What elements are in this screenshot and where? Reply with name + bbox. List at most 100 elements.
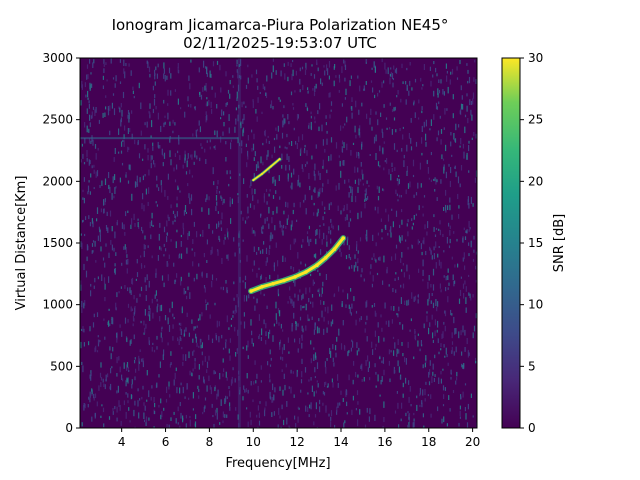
noise-speckle [418, 205, 420, 211]
chart-title-line2: 02/11/2025-19:53:07 UTC [183, 34, 377, 52]
noise-speckle [377, 374, 379, 382]
noise-speckle [459, 183, 461, 188]
noise-speckle [108, 416, 111, 420]
noise-speckle [413, 296, 415, 302]
noise-speckle [456, 371, 458, 377]
noise-speckle [337, 374, 339, 381]
noise-speckle [403, 160, 405, 167]
noise-speckle [341, 146, 343, 153]
noise-speckle [186, 295, 188, 300]
noise-speckle [255, 164, 258, 171]
noise-speckle [107, 106, 109, 111]
noise-speckle [203, 376, 205, 383]
noise-speckle [92, 240, 95, 243]
noise-speckle [170, 204, 172, 209]
noise-speckle [234, 326, 236, 332]
noise-speckle [304, 263, 307, 267]
noise-speckle [347, 293, 349, 300]
noise-speckle [174, 89, 176, 92]
colorbar-tick-label: 30 [528, 51, 543, 65]
noise-speckle [252, 399, 254, 403]
noise-speckle [279, 415, 281, 419]
noise-speckle [323, 392, 326, 396]
noise-speckle [432, 268, 435, 276]
noise-speckle [124, 244, 126, 250]
noise-speckle [297, 114, 299, 119]
noise-speckle [174, 122, 176, 126]
noise-speckle [413, 412, 415, 416]
noise-speckle [105, 106, 107, 110]
noise-speckle [208, 208, 210, 215]
noise-speckle [229, 338, 231, 343]
noise-speckle [453, 133, 455, 140]
noise-speckle [88, 180, 90, 183]
noise-speckle [445, 210, 447, 213]
noise-speckle [325, 366, 327, 374]
noise-speckle [422, 84, 424, 87]
noise-speckle [170, 417, 172, 421]
noise-speckle [202, 229, 204, 233]
noise-speckle [287, 76, 289, 82]
noise-speckle [448, 163, 450, 167]
noise-speckle [119, 324, 121, 328]
noise-speckle [102, 378, 104, 383]
noise-speckle [200, 338, 202, 343]
noise-speckle [177, 422, 179, 425]
noise-speckle [433, 226, 435, 232]
noise-speckle [221, 109, 223, 116]
noise-speckle [227, 231, 229, 238]
noise-speckle [239, 387, 241, 393]
noise-speckle [185, 414, 187, 419]
noise-speckle [463, 293, 465, 299]
noise-speckle [190, 154, 192, 158]
noise-speckle [120, 286, 122, 289]
noise-speckle [426, 311, 428, 314]
noise-speckle [106, 79, 108, 82]
noise-speckle [200, 344, 202, 349]
noise-speckle [413, 102, 415, 106]
x-tick-label: 20 [465, 435, 480, 449]
noise-speckle [146, 370, 148, 376]
noise-speckle [211, 246, 213, 254]
noise-speckle [435, 67, 437, 73]
noise-speckle [237, 414, 239, 420]
noise-speckle [382, 357, 384, 364]
noise-speckle [362, 173, 364, 180]
noise-speckle [314, 85, 316, 92]
noise-speckle [427, 281, 429, 289]
noise-speckle [236, 64, 238, 67]
noise-speckle [375, 153, 377, 160]
noise-speckle [289, 244, 292, 250]
noise-speckle [305, 303, 307, 311]
noise-speckle [338, 74, 340, 79]
noise-speckle [459, 110, 461, 115]
noise-speckle [127, 319, 129, 323]
noise-speckle [143, 250, 145, 258]
noise-speckle [292, 69, 294, 77]
noise-speckle [317, 212, 319, 216]
noise-speckle [308, 225, 310, 230]
noise-speckle [253, 246, 255, 252]
noise-speckle [277, 260, 279, 267]
noise-speckle [460, 330, 462, 336]
noise-speckle [239, 259, 241, 263]
noise-speckle [346, 238, 348, 246]
noise-speckle [390, 226, 392, 233]
noise-speckle [414, 331, 416, 334]
noise-speckle [423, 425, 425, 428]
noise-speckle [222, 411, 224, 418]
noise-speckle [307, 314, 309, 322]
noise-speckle [386, 127, 388, 130]
noise-speckle [287, 114, 289, 120]
noise-speckle [115, 75, 117, 82]
noise-speckle [427, 167, 429, 174]
noise-speckle [396, 178, 398, 181]
noise-speckle [383, 80, 385, 84]
noise-speckle [459, 289, 462, 296]
noise-speckle [387, 214, 390, 222]
y-tick-label: 0 [65, 421, 73, 435]
noise-speckle [149, 314, 151, 321]
noise-speckle [199, 157, 201, 162]
noise-speckle [310, 340, 312, 345]
